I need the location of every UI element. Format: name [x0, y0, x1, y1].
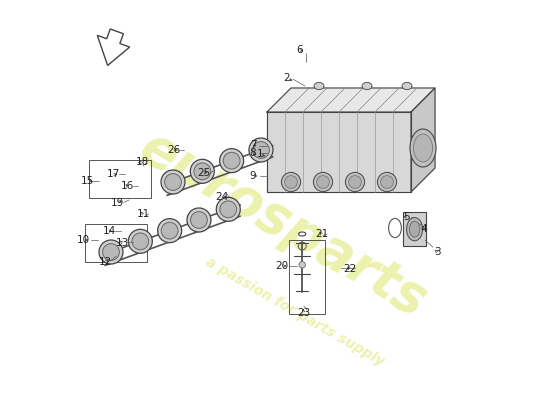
Ellipse shape [349, 176, 361, 188]
Ellipse shape [158, 219, 182, 243]
Text: 9: 9 [250, 171, 256, 181]
Text: 17: 17 [107, 170, 120, 180]
Ellipse shape [299, 262, 305, 268]
Ellipse shape [314, 82, 324, 90]
Ellipse shape [317, 176, 329, 188]
Ellipse shape [377, 172, 397, 192]
Text: 15: 15 [81, 176, 95, 186]
Ellipse shape [164, 174, 182, 190]
Text: 5: 5 [404, 212, 410, 222]
Text: 11: 11 [136, 209, 150, 219]
Ellipse shape [409, 221, 420, 237]
Text: 19: 19 [111, 198, 124, 208]
Ellipse shape [219, 149, 244, 173]
Text: 3: 3 [434, 247, 441, 257]
Polygon shape [267, 112, 411, 192]
Text: 16: 16 [121, 181, 134, 191]
Text: a passion for parts supply: a passion for parts supply [204, 255, 387, 369]
Text: 1: 1 [256, 148, 263, 158]
Ellipse shape [223, 152, 240, 169]
Text: 6: 6 [296, 45, 303, 55]
Text: 26: 26 [168, 145, 181, 155]
Text: 2: 2 [284, 73, 290, 83]
Text: 18: 18 [135, 157, 149, 167]
Ellipse shape [362, 82, 372, 90]
Text: 22: 22 [343, 264, 356, 274]
Ellipse shape [194, 163, 211, 180]
Text: 4: 4 [421, 224, 427, 234]
Ellipse shape [410, 129, 436, 167]
Polygon shape [411, 88, 435, 192]
Ellipse shape [402, 82, 412, 90]
Ellipse shape [381, 176, 393, 188]
Ellipse shape [161, 170, 185, 194]
Ellipse shape [132, 233, 148, 250]
Ellipse shape [161, 222, 178, 239]
Ellipse shape [187, 208, 211, 232]
Ellipse shape [414, 134, 433, 162]
Ellipse shape [282, 172, 301, 192]
Ellipse shape [216, 197, 240, 221]
Text: 10: 10 [77, 235, 90, 245]
Ellipse shape [249, 138, 273, 162]
Text: eurosparts: eurosparts [130, 121, 436, 327]
Ellipse shape [252, 142, 270, 158]
Text: 13: 13 [116, 238, 129, 248]
Text: 12: 12 [98, 257, 112, 267]
Ellipse shape [103, 244, 119, 260]
Ellipse shape [99, 240, 123, 264]
Text: 20: 20 [276, 261, 289, 271]
Text: 8: 8 [250, 148, 256, 158]
Ellipse shape [220, 201, 236, 218]
Text: 23: 23 [297, 308, 310, 318]
Ellipse shape [284, 176, 298, 188]
Text: 25: 25 [197, 168, 211, 178]
Text: 7: 7 [250, 140, 256, 150]
Polygon shape [267, 88, 435, 112]
Ellipse shape [406, 218, 422, 241]
Text: 14: 14 [102, 226, 116, 236]
Ellipse shape [314, 172, 333, 192]
FancyBboxPatch shape [403, 212, 426, 246]
Ellipse shape [190, 212, 207, 228]
Text: 21: 21 [315, 229, 328, 239]
Ellipse shape [190, 159, 214, 183]
Ellipse shape [345, 172, 365, 192]
Text: 24: 24 [216, 192, 229, 202]
Ellipse shape [128, 229, 152, 253]
